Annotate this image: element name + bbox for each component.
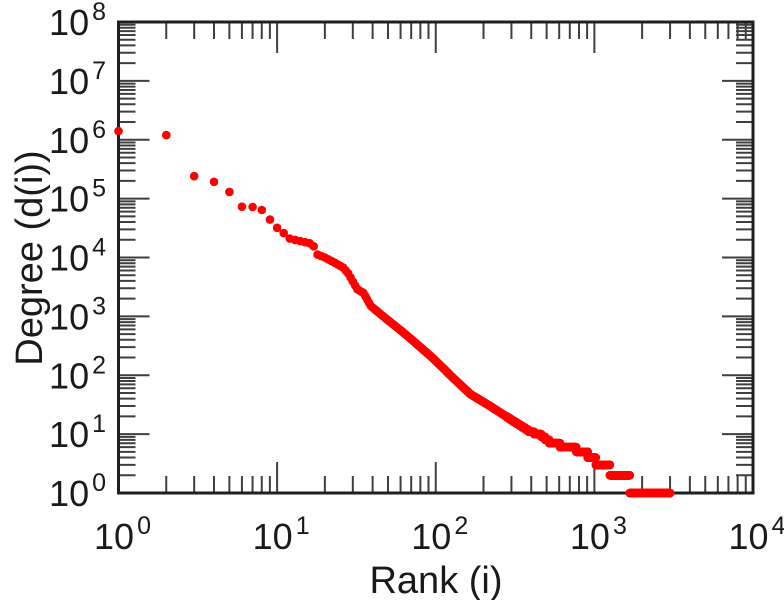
y-tick-label-10e4: 10 4 xyxy=(49,234,106,279)
data-point xyxy=(209,177,219,187)
y-tick-label-10e1: 10 1 xyxy=(49,410,106,455)
data-point xyxy=(225,187,234,197)
x-tick-label-10e4: 10 4 xyxy=(729,512,784,557)
y-tick-label-10e6: 10 6 xyxy=(49,116,106,161)
y-tick-label-10e5: 10 5 xyxy=(49,175,106,220)
data-point xyxy=(189,171,199,181)
data-point xyxy=(279,228,289,238)
data-point xyxy=(237,202,247,211)
data-point xyxy=(162,130,171,140)
x-tick-label-10e2: 10 2 xyxy=(411,512,468,557)
x-axis-title: Rank (i) xyxy=(369,560,502,600)
data-points xyxy=(114,126,675,498)
data-point xyxy=(309,242,319,251)
data-point xyxy=(257,205,267,215)
y-tick-label-10e3: 10 3 xyxy=(49,292,106,337)
data-point xyxy=(265,215,275,224)
y-axis-title: Degree (d(i)) xyxy=(9,150,51,365)
data-point xyxy=(625,471,634,480)
y-tick-label-10e8: 10 8 xyxy=(49,0,106,43)
data-point xyxy=(605,460,615,470)
y-tick-label-10e7: 10 7 xyxy=(49,57,106,102)
y-tick-label-10e0: 10 0 xyxy=(49,469,106,514)
data-point xyxy=(272,223,282,233)
y-tick-label-10e2: 10 2 xyxy=(49,351,106,396)
data-point xyxy=(248,202,257,212)
plot-frame xyxy=(117,20,755,495)
x-tick-label-10e0: 10 0 xyxy=(94,512,151,557)
data-point xyxy=(665,488,675,498)
tick-labels: 10 0 10 1 10 2 10 3 10 4 10 0 10 1 10 2 10 3 10 4 10 5 10 6 10 7 1… xyxy=(49,0,784,557)
data-point xyxy=(591,453,600,462)
x-tick-label-10e3: 10 3 xyxy=(570,512,627,557)
axis-ticks xyxy=(117,21,754,494)
x-tick-label-10e1: 10 1 xyxy=(253,512,310,557)
data-point xyxy=(114,126,123,136)
